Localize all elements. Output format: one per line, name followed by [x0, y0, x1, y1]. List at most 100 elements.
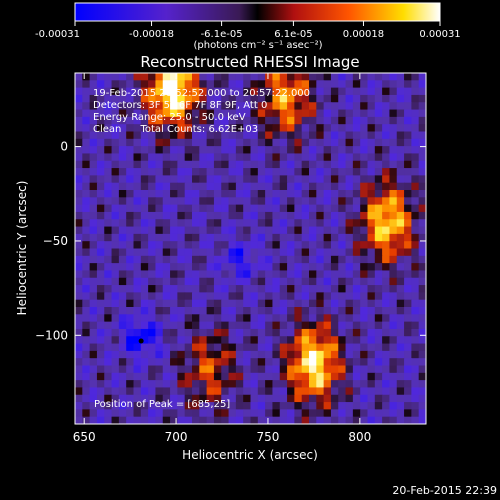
heatmap-cell [279, 211, 288, 220]
heatmap-cell [374, 372, 383, 381]
heatmap-cell [411, 263, 420, 272]
heatmap-cell [221, 248, 230, 257]
heatmap-cell [162, 394, 171, 403]
heatmap-cell [199, 314, 208, 323]
heatmap-cell [104, 102, 113, 111]
heatmap-cell [118, 299, 127, 308]
heatmap-cell [155, 336, 164, 345]
heatmap-cell [148, 263, 157, 272]
heatmap-cell [75, 248, 83, 257]
heatmap-cell [206, 153, 215, 162]
heatmap-cell [287, 409, 295, 418]
heatmap-cell [184, 138, 193, 147]
heatmap-cell [287, 248, 295, 257]
heatmap-cell [206, 131, 215, 140]
heatmap-cell [367, 314, 376, 323]
heatmap-cell [162, 80, 171, 89]
heatmap-cell [418, 321, 426, 330]
heatmap-cell [199, 292, 208, 301]
heatmap-cell [323, 138, 332, 147]
heatmap-cell [126, 204, 135, 213]
heatmap-cell [206, 146, 215, 155]
heatmap-cell [82, 168, 91, 176]
heatmap-cell [323, 328, 332, 337]
heatmap-cell [352, 328, 361, 337]
heatmap-cell [170, 285, 178, 293]
heatmap-cell [213, 233, 222, 242]
heatmap-cell [206, 285, 215, 293]
heatmap-cell [199, 190, 208, 198]
heatmap-cell [345, 233, 354, 242]
heatmap-cell [374, 285, 383, 293]
heatmap-cell [213, 168, 222, 176]
heatmap-cell [330, 153, 339, 162]
heatmap-cell [162, 336, 171, 345]
heatmap-cell [257, 131, 266, 140]
heatmap-cell [257, 219, 266, 228]
heatmap-cell [82, 102, 91, 111]
heatmap-cell [374, 336, 383, 345]
heatmap-cell [82, 87, 91, 96]
heatmap-cell [272, 124, 281, 133]
heatmap-cell [82, 409, 91, 418]
heatmap-cell [374, 241, 383, 250]
heatmap-cell [221, 307, 230, 315]
heatmap-cell [411, 146, 420, 155]
heatmap-cell [155, 358, 164, 367]
heatmap-cell [213, 131, 222, 140]
heatmap-cell [192, 241, 200, 250]
heatmap-cell [206, 175, 215, 184]
heatmap-cell [352, 168, 361, 176]
heatmap-cell [257, 226, 266, 235]
heatmap-cell [345, 380, 354, 389]
heatmap-cell [418, 394, 426, 403]
heatmap-cell [118, 168, 127, 176]
heatmap-cell [250, 321, 259, 330]
heatmap-cell [221, 116, 230, 125]
heatmap-cell [192, 248, 200, 257]
heatmap-cell [345, 219, 354, 228]
heatmap-cell [221, 255, 230, 264]
heatmap-cell [345, 292, 354, 301]
heatmap-cell [389, 233, 398, 242]
heatmap-cell [133, 190, 142, 198]
heatmap-cell [213, 87, 222, 96]
heatmap-cell [177, 80, 186, 89]
heatmap-cell [352, 263, 361, 272]
heatmap-cell [389, 394, 398, 403]
heatmap-cell [104, 365, 113, 374]
heatmap-cell [184, 380, 193, 389]
heatmap-cell [184, 241, 193, 250]
heatmap-cell [360, 160, 369, 169]
heatmap-cell [330, 255, 339, 264]
heatmap-cell [323, 350, 332, 359]
heatmap-cell [235, 402, 244, 410]
heatmap-cell [294, 175, 303, 184]
heatmap-cell [206, 380, 215, 389]
heatmap-cell [148, 270, 157, 279]
heatmap-cell [360, 285, 369, 293]
heatmap-cell [140, 402, 149, 410]
heatmap-cell [411, 197, 420, 206]
heatmap-cell [206, 328, 215, 337]
heatmap-cell [396, 138, 405, 147]
heatmap-cell [367, 102, 376, 111]
heatmap-cell [243, 131, 252, 140]
heatmap-cell [360, 336, 369, 345]
heatmap-cell [338, 168, 347, 176]
heatmap-cell [89, 116, 98, 125]
heatmap-cell [396, 387, 405, 396]
heatmap-cell [294, 380, 303, 389]
heatmap-cell [213, 190, 222, 198]
heatmap-cell [367, 380, 376, 389]
heatmap-cell [184, 146, 193, 155]
heatmap-cell [140, 153, 149, 162]
heatmap-cell [404, 307, 412, 315]
heatmap-cell [133, 365, 142, 374]
heatmap-cell [75, 87, 83, 96]
heatmap-cell [111, 380, 120, 389]
y-axis-label: Heliocentric Y (arcsec) [15, 181, 29, 316]
heatmap-cell [126, 263, 135, 272]
heatmap-cell [140, 409, 149, 418]
heatmap-cell [111, 350, 120, 359]
